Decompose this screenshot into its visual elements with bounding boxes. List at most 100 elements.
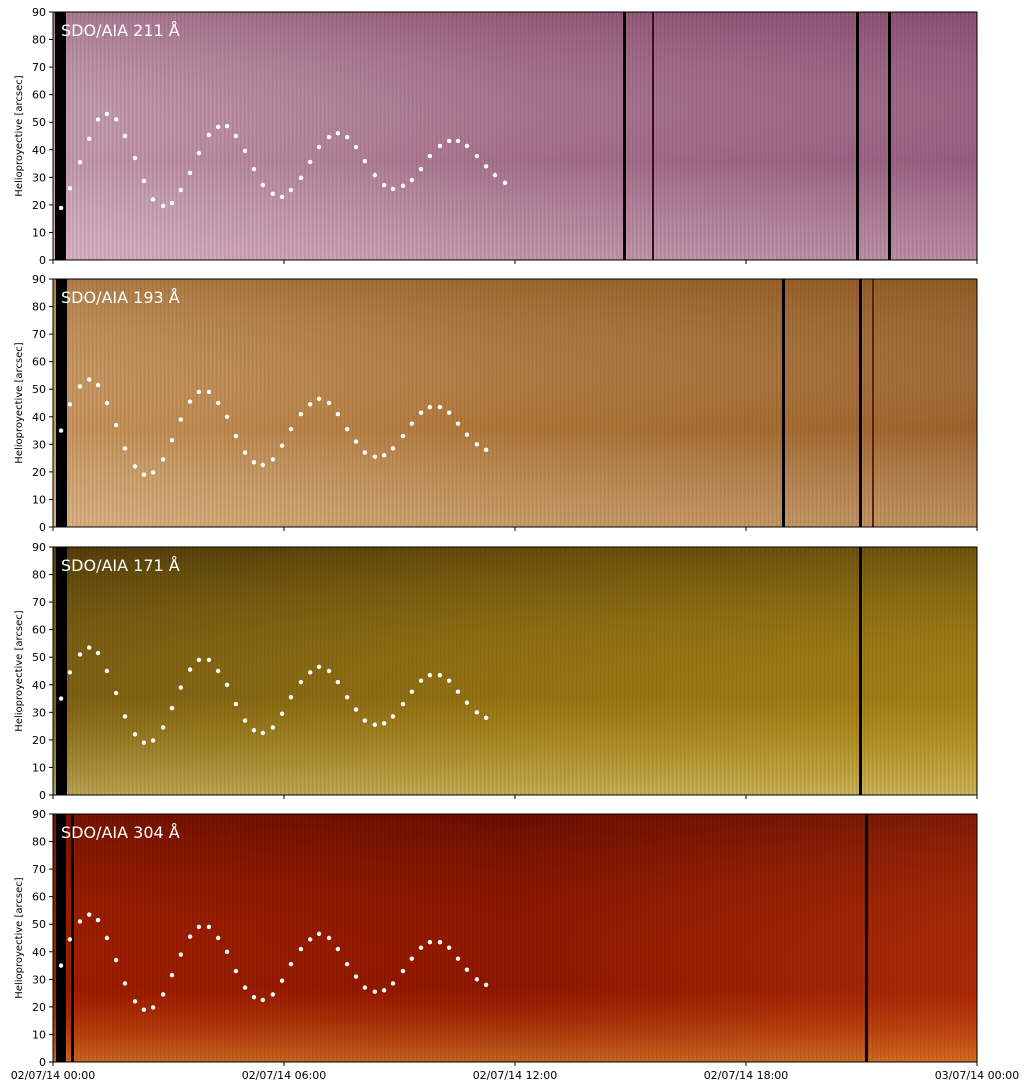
data-point <box>400 433 406 439</box>
data-point <box>251 728 257 733</box>
data-point <box>316 931 322 937</box>
data-point <box>437 672 443 678</box>
data-point <box>122 446 128 451</box>
panel-title: SDO/AIA 171 Å <box>61 556 180 575</box>
data-point <box>483 715 489 721</box>
y-axis-label: Helioproyective [arcsec] <box>14 342 25 464</box>
y-tick-label: 90 <box>32 273 46 286</box>
data-point <box>104 111 110 117</box>
data-point <box>95 117 101 122</box>
y-tick-label: 60 <box>32 624 46 637</box>
data-point <box>344 961 350 967</box>
data-point <box>67 937 73 942</box>
y-tick-label: 40 <box>32 946 46 959</box>
data-point <box>122 714 128 719</box>
data-point <box>362 450 368 455</box>
data-point <box>58 205 64 211</box>
data-point <box>381 182 387 188</box>
data-point <box>169 973 175 978</box>
data-point <box>372 454 378 459</box>
data-point <box>233 701 239 707</box>
data-point <box>372 989 378 994</box>
data-point <box>427 404 433 410</box>
data-point <box>316 396 322 402</box>
panel-image <box>53 547 977 795</box>
data-point <box>446 138 452 144</box>
y-tick-label: 70 <box>32 328 46 341</box>
data-point <box>455 421 461 426</box>
x-tick-label: 02/07/14 18:00 <box>704 1069 789 1082</box>
y-tick-label: 30 <box>32 171 46 184</box>
data-point <box>178 417 184 422</box>
y-tick-label: 10 <box>32 226 46 239</box>
image-backgrounds <box>53 12 977 1062</box>
data-point <box>187 667 193 672</box>
data-point <box>150 738 156 743</box>
data-point <box>260 182 266 188</box>
y-tick-label: 70 <box>32 863 46 876</box>
data-point <box>86 645 92 650</box>
data-point <box>122 981 128 986</box>
data-point <box>409 421 415 426</box>
data-point <box>104 400 110 406</box>
data-point <box>215 124 221 130</box>
data-point <box>307 402 313 407</box>
data-point <box>233 968 239 974</box>
data-point <box>474 442 480 447</box>
data-point <box>132 464 138 469</box>
data-point <box>288 426 294 432</box>
y-tick-label: 60 <box>32 891 46 904</box>
data-point <box>298 679 304 685</box>
data-point <box>67 402 73 407</box>
data-point <box>77 159 83 165</box>
y-tick-label: 90 <box>32 541 46 554</box>
data-point <box>390 186 396 192</box>
data-point <box>95 650 101 656</box>
data-point <box>455 138 461 144</box>
data-point <box>474 153 480 159</box>
data-point <box>316 144 322 150</box>
data-point <box>427 939 433 945</box>
data-point <box>279 978 285 983</box>
y-axis-label: Helioproyective [arcsec] <box>14 877 25 999</box>
data-point <box>326 935 332 941</box>
data-point <box>446 945 452 950</box>
x-tick-label: 02/07/14 12:00 <box>473 1069 558 1082</box>
data-point <box>187 934 193 939</box>
data-point <box>132 999 138 1004</box>
data-point <box>270 725 276 730</box>
data-point <box>260 730 266 736</box>
data-point <box>86 377 92 382</box>
data-point <box>390 446 396 451</box>
data-point <box>251 460 257 465</box>
data-point <box>344 694 350 700</box>
data-point <box>381 453 387 458</box>
data-point <box>178 952 184 957</box>
data-point <box>298 946 304 952</box>
data-point <box>77 919 83 924</box>
data-point <box>104 935 110 941</box>
y-tick-label: 80 <box>32 301 46 314</box>
y-tick-label: 80 <box>32 836 46 849</box>
data-point <box>418 945 424 950</box>
data-point <box>160 992 166 997</box>
data-point <box>160 725 166 730</box>
y-tick-label: 90 <box>32 808 46 821</box>
data-point <box>474 977 480 982</box>
data-point <box>483 164 489 169</box>
data-point <box>279 711 285 716</box>
data-point <box>418 410 424 415</box>
y-tick-label: 20 <box>32 734 46 747</box>
panel-image <box>53 12 977 260</box>
data-point <box>95 917 101 923</box>
data-point <box>215 668 221 674</box>
data-point <box>381 721 387 726</box>
y-axis-label: Helioproyective [arcsec] <box>14 75 25 197</box>
y-tick-label: 60 <box>32 356 46 369</box>
data-point <box>67 670 73 675</box>
data-point <box>206 924 212 930</box>
y-tick-label: 40 <box>32 411 46 424</box>
y-tick-label: 40 <box>32 144 46 157</box>
data-point <box>288 187 294 193</box>
panel-image <box>53 279 977 527</box>
